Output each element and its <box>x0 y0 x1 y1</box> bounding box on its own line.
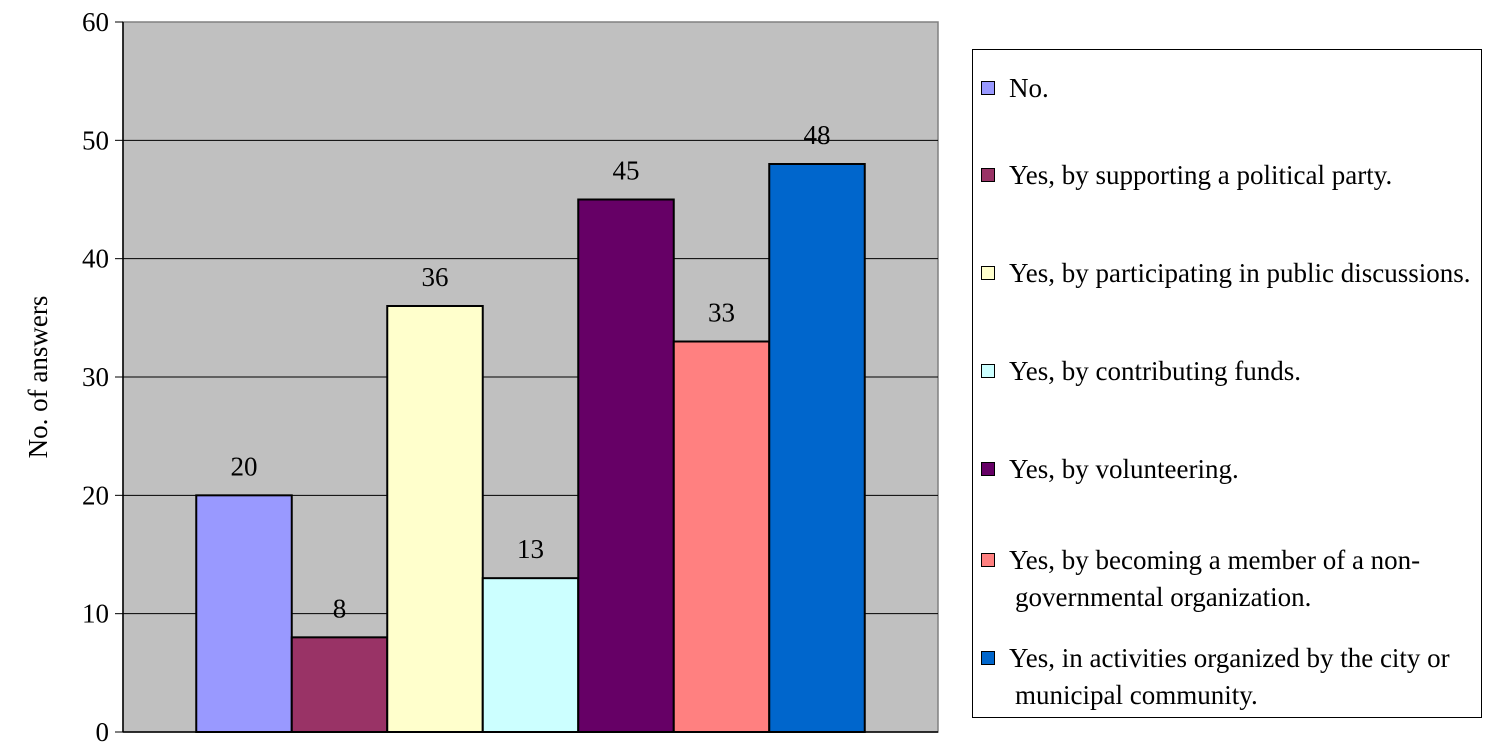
bar <box>481 577 580 734</box>
legend-label-4: Yes, by volunteering. <box>1009 454 1239 484</box>
bar <box>577 198 675 733</box>
y-tick-label: 20 <box>82 480 109 510</box>
legend-swatch-1 <box>981 168 995 182</box>
legend-label-6: Yes, in activities organized by the city… <box>1009 643 1450 710</box>
legend-swatch-5 <box>981 553 995 567</box>
data-label: 13 <box>517 534 544 564</box>
bar <box>195 494 293 734</box>
data-label: 45 <box>613 156 640 186</box>
legend-swatch-6 <box>981 651 995 665</box>
legend-label-3: Yes, by contributing funds. <box>1009 356 1302 386</box>
legend-swatch-4 <box>981 462 995 476</box>
data-label: 33 <box>708 298 735 328</box>
bar <box>290 636 389 733</box>
bar <box>386 305 484 733</box>
y-tick-label: 10 <box>82 599 109 629</box>
data-label: 36 <box>422 262 449 292</box>
legend-label-5: Yes, by becoming a member of a non-gover… <box>1009 545 1421 612</box>
legend-item-1: Yes, by supporting a political party. <box>981 157 1481 194</box>
y-tick-label: 30 <box>82 362 109 392</box>
legend-swatch-2 <box>981 266 995 280</box>
legend-item-6: Yes, in activities organized by the city… <box>981 640 1481 714</box>
bar <box>768 163 866 733</box>
legend-swatch-0 <box>981 81 995 95</box>
y-tick-label: 60 <box>82 7 109 37</box>
y-axis-title: No. of answers <box>23 296 53 459</box>
data-label: 48 <box>804 120 831 150</box>
legend-label-0: No. <box>1009 73 1049 103</box>
legend-item-5: Yes, by becoming a member of a non-gover… <box>981 542 1481 616</box>
y-tick-label: 50 <box>82 125 109 155</box>
legend-label-2: Yes, by participating in public discussi… <box>1009 258 1471 288</box>
y-tick-label: 40 <box>82 244 109 274</box>
legend-item-3: Yes, by contributing funds. <box>981 353 1481 390</box>
legend-swatch-3 <box>981 364 995 378</box>
y-tick-label: 0 <box>96 717 110 747</box>
legend-item-0: No. <box>981 70 1481 107</box>
data-label: 8 <box>333 593 347 623</box>
chart-legend: No. Yes, by supporting a political party… <box>972 49 1482 718</box>
data-label: 20 <box>231 451 258 481</box>
bar <box>672 340 771 733</box>
legend-item-4: Yes, by volunteering. <box>981 451 1481 488</box>
legend-label-1: Yes, by supporting a political party. <box>1009 160 1393 190</box>
legend-item-2: Yes, by participating in public discussi… <box>981 255 1481 292</box>
